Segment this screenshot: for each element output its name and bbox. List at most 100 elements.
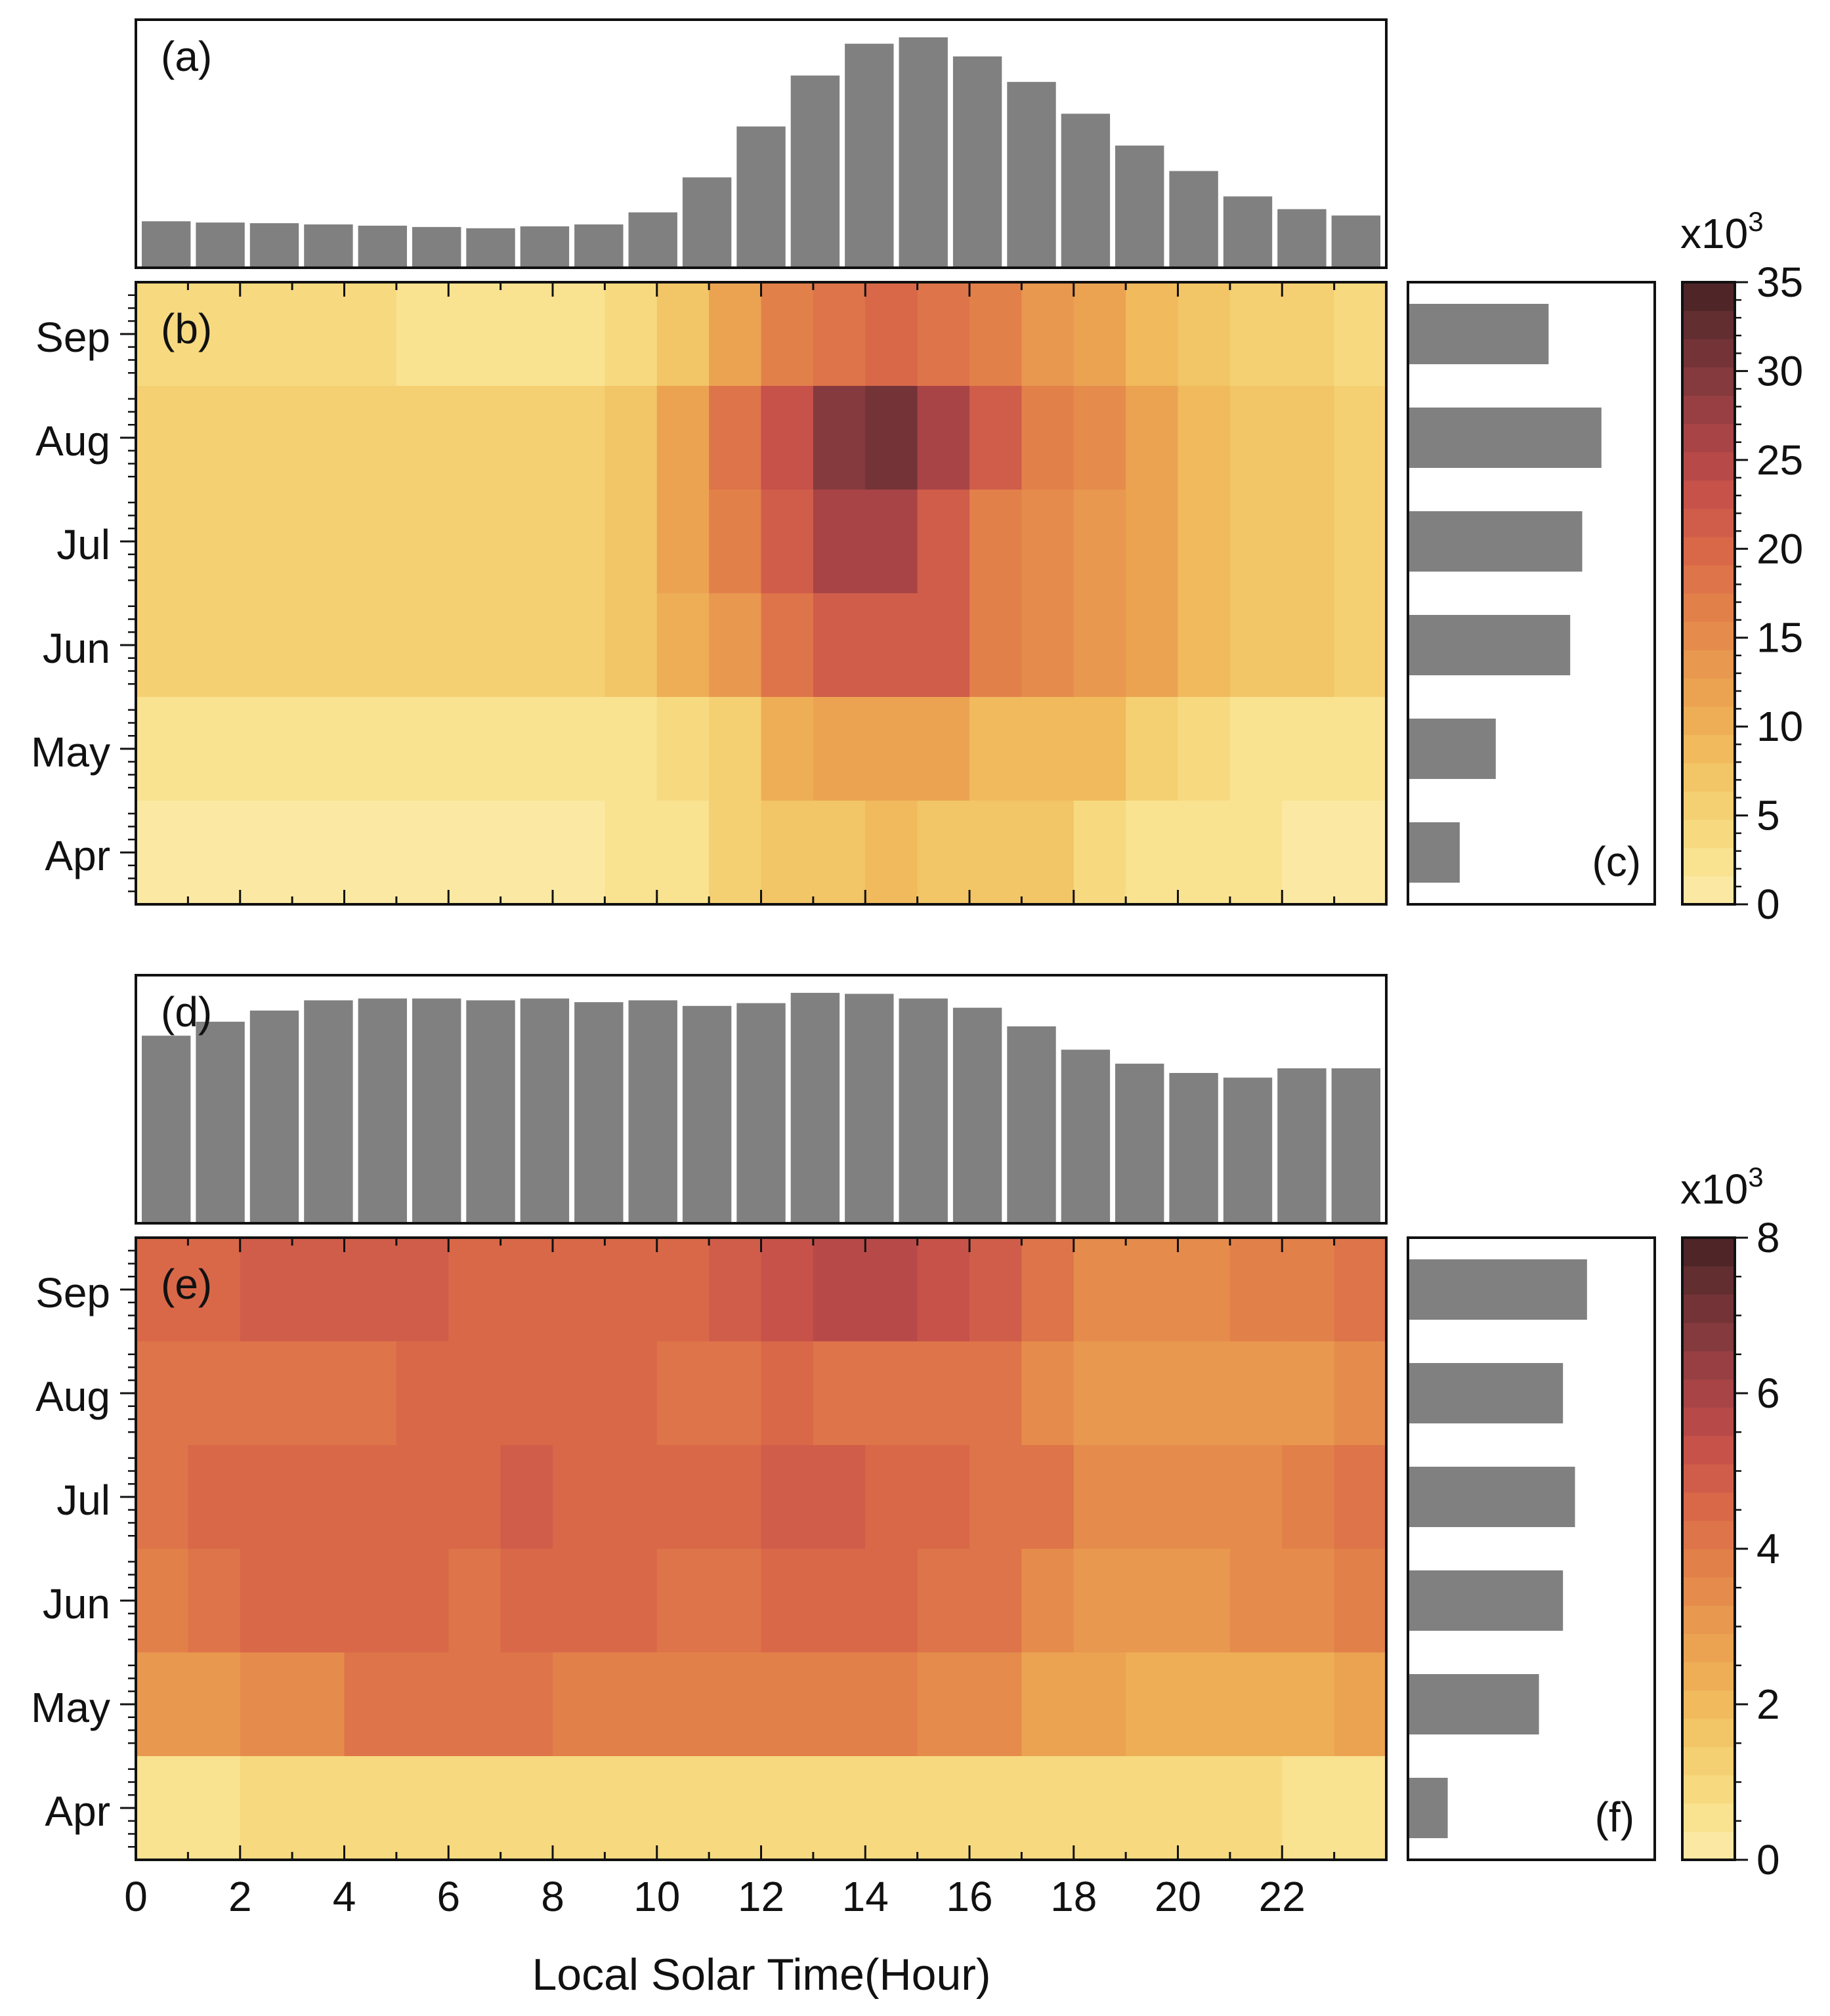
- heatmap-cell: [500, 1756, 553, 1860]
- month-label-jul: Jul: [56, 521, 110, 568]
- heatmap-cell: [917, 1445, 970, 1549]
- heatmap-cell: [656, 801, 710, 905]
- heatmap-cell: [396, 697, 449, 801]
- heatmap-cell: [605, 697, 658, 801]
- colorbar-segment: [1682, 480, 1735, 509]
- colorbar-segment: [1682, 1492, 1735, 1521]
- heatmap-cell: [292, 593, 345, 698]
- heatmap-cell: [917, 386, 970, 490]
- hourly-bars-a: [142, 37, 1380, 267]
- heatmap-cell: [1229, 801, 1283, 905]
- heatmap-cell: [1126, 801, 1179, 905]
- heatmap-cell: [1282, 282, 1335, 387]
- colorbar-segment: [1682, 875, 1735, 905]
- hourly-bar: [1115, 145, 1164, 266]
- hourly-bar: [899, 998, 948, 1222]
- heatmap-cell: [136, 1341, 188, 1446]
- monthly-bar: [1409, 1674, 1539, 1734]
- monthly-frame-c: [1407, 281, 1656, 906]
- colorbar-segment: [1682, 423, 1735, 453]
- colorbar-segment: [1682, 734, 1735, 764]
- heatmap-cell: [500, 490, 553, 594]
- heatmap-cell: [448, 697, 501, 801]
- heatmap-cell: [240, 593, 293, 698]
- heatmap-cell: [605, 1549, 658, 1653]
- hourly-bar: [1223, 1078, 1273, 1222]
- heatmap-cell: [1178, 1756, 1231, 1860]
- heatmap-cell: [1334, 1238, 1387, 1342]
- x-tick-label: 4: [333, 1873, 356, 1920]
- heatmap-cell: [500, 1652, 553, 1757]
- heatmap-cell: [813, 593, 866, 698]
- heatmap-cell: [1021, 1341, 1075, 1446]
- heatmap-cell: [656, 593, 710, 698]
- heatmap-cell: [344, 1549, 397, 1653]
- heatmap-cell: [709, 1445, 762, 1549]
- colorbar-ticks-bottom: 0 2 4 6 8: [1735, 1214, 1780, 1883]
- hourly-bar: [249, 223, 299, 266]
- hourly-bar: [628, 212, 677, 266]
- heatmap-cell: [813, 697, 866, 801]
- heatmap-cell: [865, 1549, 918, 1653]
- x-tick-label: 12: [738, 1873, 784, 1920]
- heatmap-cell: [240, 1238, 293, 1342]
- heatmap-cell: [1178, 593, 1231, 698]
- hourly-bar: [304, 224, 353, 266]
- colorbar-segment: [1682, 395, 1735, 425]
- monthly-bars-f: [1409, 1259, 1587, 1838]
- hourly-bar: [682, 177, 732, 266]
- hourly-bar: [520, 998, 570, 1222]
- heatmap-cell: [1229, 697, 1283, 801]
- colorbar-tick-label: 0: [1756, 1836, 1780, 1883]
- heatmap-cell: [1334, 1445, 1387, 1549]
- hourly-bar: [1169, 171, 1218, 266]
- colorbar-segment: [1682, 1746, 1735, 1776]
- heatmap-cell: [500, 593, 553, 698]
- heatmap-cell: [188, 1445, 241, 1549]
- panel-label-e: (e): [161, 1261, 212, 1308]
- heatmap-cell: [1282, 490, 1335, 594]
- heatmap-cell: [865, 1756, 918, 1860]
- heatmap-cell: [188, 386, 241, 490]
- colorbar-segment: [1682, 1407, 1735, 1437]
- heatmap-cell: [240, 1756, 293, 1860]
- colorbar-tick-label: 4: [1756, 1525, 1780, 1572]
- monthly-bar: [1409, 408, 1602, 468]
- heatmap-cell: [1334, 282, 1387, 387]
- heatmap-cell: [865, 801, 918, 905]
- hourly-bar: [1007, 81, 1056, 267]
- heatmap-cell: [344, 386, 397, 490]
- heatmap-cell: [1073, 1341, 1126, 1446]
- heatmap-cell: [969, 386, 1022, 490]
- hourly-bar: [1331, 1068, 1380, 1222]
- hourly-bar: [196, 222, 245, 266]
- heatmap-cell: [136, 593, 188, 698]
- colorbar-segment: [1682, 1803, 1735, 1832]
- heatmap-cell: [1126, 697, 1179, 801]
- panel-label-f: (f): [1595, 1794, 1634, 1841]
- month-label-may: May: [31, 728, 110, 776]
- colorbar-segment: [1682, 508, 1735, 537]
- heatmap-cell: [917, 1238, 970, 1342]
- heatmap-cell: [500, 282, 553, 387]
- heatmap-cell: [656, 1756, 710, 1860]
- x-tick-label: 8: [541, 1873, 564, 1920]
- colorbar-segment: [1682, 367, 1735, 396]
- x-tick-label: 6: [436, 1873, 460, 1920]
- heatmap-cell: [292, 1756, 345, 1860]
- colorbar-segment: [1682, 1690, 1735, 1719]
- heatmap-cell: [605, 1445, 658, 1549]
- heatmap-cell: [240, 1652, 293, 1757]
- x-tick-label: 2: [228, 1873, 252, 1920]
- heatmap-cell: [761, 1341, 814, 1446]
- heatmap-cell: [1126, 282, 1179, 387]
- heatmap-cell: [1073, 490, 1126, 594]
- heatmap-cell: [813, 1445, 866, 1549]
- month-label-jun-e: Jun: [43, 1580, 110, 1628]
- heatmap-cell: [605, 1756, 658, 1860]
- colorbar-tick-label: 8: [1756, 1214, 1780, 1261]
- month-labels-e: Sep Aug Jul Jun May Apr: [31, 1269, 110, 1835]
- heatmap-cell: [500, 1445, 553, 1549]
- hourly-bar: [1061, 114, 1111, 266]
- heatmap-cell: [1126, 1238, 1179, 1342]
